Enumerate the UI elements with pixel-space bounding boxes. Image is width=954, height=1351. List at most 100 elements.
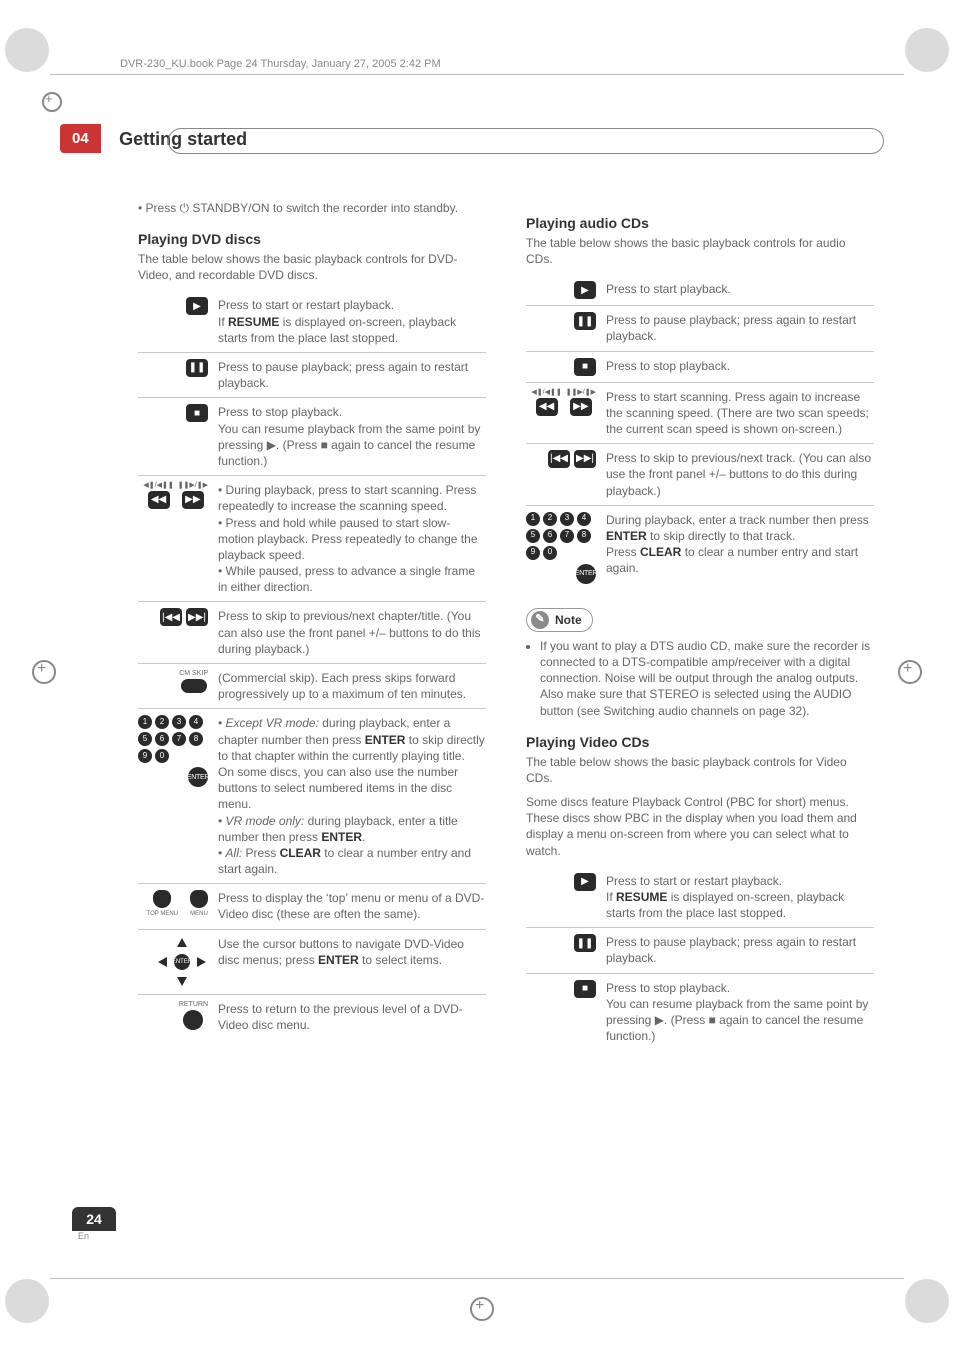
control-row: 1234567890ENTERDuring playback, enter a … — [526, 506, 874, 590]
numpad-icon: 1234567890 — [138, 715, 208, 763]
dvd-controls-table: ▶ Press to start or restart playback.If R… — [138, 291, 486, 1039]
control-row: ❚❚ Press to pause playback; press again t… — [526, 306, 874, 351]
control-icon-group: |◀◀▶▶| — [526, 450, 596, 468]
note-icon: ✎ — [531, 611, 549, 629]
numpad-key-icon: 9 — [138, 749, 152, 763]
registration-mark — [32, 660, 56, 684]
note-item: If you want to play a DTS audio CD, make… — [540, 638, 874, 719]
control-description: Press to display the ‘top’ menu or menu … — [218, 890, 486, 922]
control-description: Press to stop playback.You can resume pl… — [218, 404, 486, 469]
enter-key-icon: ENTER — [188, 767, 208, 787]
numpad-key-icon: 8 — [189, 732, 203, 746]
left-column: • Press ⏻ STANDBY/ON to switch the recor… — [138, 200, 486, 1050]
control-description: Press to start or restart playback.If RE… — [218, 297, 486, 346]
control-icon-group: ❚❚ — [138, 359, 208, 377]
control-icon-group: ■ — [526, 358, 596, 376]
key-icon-holder: ❚❚▶/❚▶▶▶ — [566, 389, 596, 416]
menu-icons: TOP MENUMENU — [147, 890, 208, 918]
control-icon-group: ▶ — [526, 281, 596, 299]
control-icon-group: ❚❚ — [526, 312, 596, 330]
key-icon-holder: |◀◀ — [160, 608, 182, 626]
header-rule — [50, 74, 904, 75]
key-icon-holder: ▶▶| — [186, 608, 208, 626]
chapter-header: 04 Getting started — [60, 124, 884, 156]
control-row: ❚❚ Press to pause playback; press again t… — [526, 928, 874, 973]
control-description: Press to pause playback; press again to … — [606, 934, 874, 966]
key-icon-holder: CM SKIP — [179, 670, 208, 693]
key-label: ◀❚/◀❚❚ — [143, 482, 173, 489]
registration-mark — [470, 1297, 494, 1321]
numpad-key-icon: 4 — [189, 715, 203, 729]
control-icon-group: TOP MENUMENU — [138, 890, 208, 918]
control-icon-group: ◀❚/◀❚❚◀◀ ❚❚▶/❚▶ ▶▶ — [138, 482, 208, 509]
remote-key-icon: ▶▶ — [182, 491, 204, 509]
vcd-controls-table: ▶ Press to start or restart playback.If R… — [526, 867, 874, 1051]
corner-ornament — [5, 1279, 49, 1323]
control-row: ▶ Press to start or restart playback.If R… — [526, 867, 874, 929]
corner-ornament — [905, 28, 949, 72]
enter-key-icon: ENTER — [576, 564, 596, 584]
numpad-key-icon: 9 — [526, 546, 540, 560]
remote-key-icon: ▶ — [574, 281, 596, 299]
section-intro-vcd-2: Some discs feature Playback Control (PBC… — [526, 794, 874, 859]
remote-key-icon: ■ — [574, 980, 596, 998]
control-row: ■ Press to stop playback.You can resume p… — [138, 398, 486, 476]
remote-key-icon: ▶ — [186, 297, 208, 315]
control-icon-group: ENTER — [138, 936, 208, 988]
section-title-vcd: Playing Video CDs — [526, 733, 874, 752]
key-icon-holder: ■ — [574, 358, 596, 376]
section-title-dvd: Playing DVD discs — [138, 230, 486, 249]
numpad-key-icon: 1 — [138, 715, 152, 729]
section-title-audio: Playing audio CDs — [526, 214, 874, 233]
remote-key-icon: ❚❚ — [574, 934, 596, 952]
control-row: RETURN Press to return to the previous le… — [138, 995, 486, 1039]
control-description: Press to pause playback; press again to … — [606, 312, 874, 344]
numpad-key-icon: 6 — [155, 732, 169, 746]
numpad-key-icon: 8 — [577, 529, 591, 543]
key-label: CM SKIP — [179, 670, 208, 677]
numpad-key-icon: 7 — [560, 529, 574, 543]
remote-key-icon: ▶ — [574, 873, 596, 891]
key-label: RETURN — [179, 1001, 208, 1008]
remote-key-icon — [181, 679, 207, 693]
right-column: Playing audio CDs The table below shows … — [526, 200, 874, 1050]
numpad-key-icon: 3 — [560, 512, 574, 526]
key-icon-holder: ❚❚ — [186, 359, 208, 377]
section-intro-dvd: The table below shows the basic playback… — [138, 251, 486, 283]
key-label: ❚❚▶/❚▶ — [178, 482, 208, 489]
control-row: |◀◀▶▶| Press to skip to previous/next tra… — [526, 444, 874, 506]
remote-key-icon: ▶▶| — [574, 450, 596, 468]
note-label: Note — [555, 612, 582, 628]
control-icon-group: 1234567890ENTER — [138, 715, 208, 787]
control-description: Press to start or restart playback.If RE… — [606, 873, 874, 922]
numpad-key-icon: 2 — [155, 715, 169, 729]
chapter-number-chip: 04 — [60, 124, 101, 153]
corner-ornament — [5, 28, 49, 72]
note-list: If you want to play a DTS audio CD, make… — [526, 638, 874, 719]
numpad-key-icon: 7 — [172, 732, 186, 746]
control-description: Press to start scanning. Press again to … — [606, 389, 874, 438]
control-description: Use the cursor buttons to navigate DVD-V… — [218, 936, 486, 968]
key-label: ❚❚▶/❚▶ — [566, 389, 596, 396]
control-row: CM SKIP(Commercial skip). Each press ski… — [138, 664, 486, 709]
key-icon-holder: ❚❚ — [574, 934, 596, 952]
key-icon-holder: ▶ — [574, 281, 596, 299]
registration-mark — [898, 660, 922, 684]
control-description: Press to return to the previous level of… — [218, 1001, 486, 1033]
remote-key-icon: ❚❚ — [574, 312, 596, 330]
content-area: • Press ⏻ STANDBY/ON to switch the recor… — [138, 200, 874, 1050]
chapter-pill — [168, 128, 884, 154]
key-icon-holder: |◀◀ — [548, 450, 570, 468]
key-icon-holder: ■ — [186, 404, 208, 422]
control-description: Press to skip to previous/next track. (Y… — [606, 450, 874, 499]
control-description: Press to start playback. — [606, 281, 874, 297]
control-icon-group: ❚❚ — [526, 934, 596, 952]
control-description: Press to pause playback; press again to … — [218, 359, 486, 391]
remote-key-icon: ◀◀ — [536, 398, 558, 416]
key-icon-holder: ❚❚ — [574, 312, 596, 330]
key-icon-holder: ◀❚/◀❚❚◀◀ — [143, 482, 173, 509]
note-box: ✎ Note If you want to play a DTS audio C… — [526, 608, 874, 719]
control-row: 1234567890ENTER• Except VR mode: during … — [138, 709, 486, 884]
control-icon-group: ■ — [138, 404, 208, 422]
control-description: Press to skip to previous/next chapter/t… — [218, 608, 486, 657]
